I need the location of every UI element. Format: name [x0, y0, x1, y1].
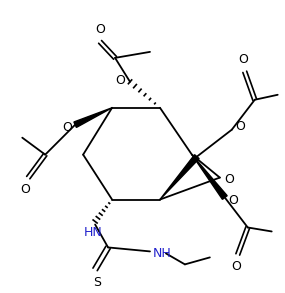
Text: O: O	[238, 53, 248, 66]
Text: O: O	[224, 173, 234, 186]
Polygon shape	[74, 108, 112, 127]
Polygon shape	[160, 155, 199, 200]
Text: S: S	[93, 276, 101, 289]
Text: O: O	[228, 194, 238, 207]
Text: O: O	[95, 23, 105, 36]
Text: O: O	[115, 74, 125, 87]
Text: O: O	[62, 121, 72, 134]
Text: NH: NH	[153, 247, 172, 260]
Text: HN: HN	[84, 226, 103, 239]
Text: O: O	[235, 120, 245, 133]
Text: O: O	[20, 183, 30, 195]
Text: O: O	[231, 260, 241, 273]
Polygon shape	[192, 155, 227, 199]
